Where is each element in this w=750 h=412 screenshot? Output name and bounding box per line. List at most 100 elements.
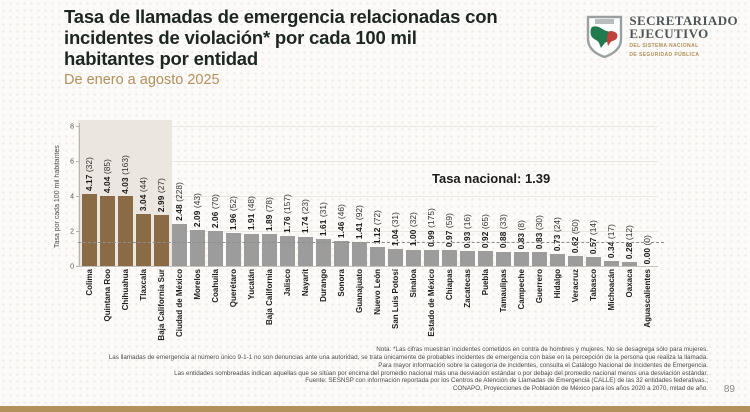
x-axis-label: Colima [84,269,94,296]
x-axis-label: Campeche [516,269,526,310]
x-axis-label: Yucatán [246,269,256,300]
bar-slot: 0.00 (0) [638,127,656,267]
bar [99,196,115,267]
x-label-slot: Durango [314,269,332,357]
x-label-slot: Jalisco [278,269,296,357]
logo-text: SECRETARIADO EJECUTIVO DEL SISTEMA NACIO… [629,14,738,58]
bar-value-label: 1.89 (78) [264,196,274,231]
bar-value-label: 0.73 (24) [552,217,562,252]
bar-slot: 1.91 (48) [242,127,260,267]
bar-value-label: 4.03 (163) [120,154,130,194]
x-label-slot: Baja California [260,269,278,357]
gridline [80,161,658,162]
x-axis-label: Chihuahua [120,269,130,311]
y-axis-line [79,123,80,267]
bar-value-label: 1.91 (48) [246,196,256,231]
bottom-accent-bar [0,406,750,412]
footnote-line: Las entidades sombreadas indican aquella… [174,369,708,377]
bar-slot: 1.46 (46) [332,127,350,267]
logo-title-line-1: SECRETARIADO [629,13,738,28]
x-axis-label: Querétaro [228,269,238,308]
bar-slot: 3.04 (44) [134,127,152,267]
footnote-line: Las llamadas de emergencia al número úni… [108,354,708,362]
x-axis-labels: Colima Quintana Roo Chihuahua Tlaxcala Baja … [80,269,656,357]
x-label-slot: Nuevo León [368,269,386,357]
bar-slot: 2.99 (27) [152,127,170,267]
bar [81,194,97,267]
x-axis-label: Baja California Sur [156,269,166,341]
bar [585,257,601,267]
bar-slot: 1.89 (78) [260,127,278,267]
gridline [80,126,658,127]
x-label-slot: Guerrero [530,269,548,357]
x-axis-label: Sonora [336,269,346,297]
footnote-line: Para mayor información sobre la categorí… [378,361,708,369]
bar [189,230,205,267]
bar [441,250,457,267]
y-axis-title: Tasa por cada 100 mil habitantes [54,145,61,249]
bar [495,251,511,267]
national-rate-dashed-line [78,241,664,243]
bar-value-label: 2.06 (70) [210,193,220,228]
bar-chart: 0 2 4 6 8 Tasa por cada 100 mil habitantes 4… [54,120,664,341]
x-axis-label: Morelos [192,269,202,300]
bar [477,250,493,267]
x-axis-label: Aguascalientes [642,269,652,328]
x-label-slot: Hidalgo [548,269,566,357]
bar [171,223,187,267]
bar-value-label: 1.74 (23) [300,199,310,234]
footnote-line: Nota: *Las cifras muestran incidentes co… [376,346,708,354]
x-label-slot: Colima [80,269,98,357]
bar-value-label: 2.99 (27) [156,177,166,212]
bar [387,248,403,267]
x-label-slot: Tabasco [584,269,602,357]
x-label-slot: Sinaloa [404,269,422,357]
x-axis-label: Baja California [264,269,274,326]
bar [603,261,619,267]
x-axis-label: Nuevo León [372,269,382,315]
x-axis-label: Michoacán [606,269,616,311]
bar-slot: 0.93 (16) [458,127,476,267]
y-tick-label: 0 [70,263,74,271]
x-label-slot: Campeche [512,269,530,357]
bar [225,232,241,267]
bar-slot: 1.00 (32) [404,127,422,267]
x-axis-label: Veracruz [570,269,580,303]
bar-slot: 2.06 (70) [206,127,224,267]
bar-slot: 0.57 (14) [584,127,602,267]
bar-slot: 2.09 (43) [188,127,206,267]
header: Tasa de llamadas de emergencia relaciona… [64,6,619,88]
bar [459,250,475,267]
x-axis-label: Jalisco [282,269,292,297]
x-label-slot: Quintana Roo [98,269,116,357]
logo-subtitle-line-1: DEL SISTEMA NACIONAL [629,43,699,49]
logo-title-line-2: EJECUTIVO [629,26,709,41]
bar-slot: 0.92 (65) [476,127,494,267]
page-title-line-2: incidentes de violación* por cada 100 mi… [64,27,417,48]
x-label-slot: Zacatecas [458,269,476,357]
y-tick-label: 4 [70,193,74,201]
x-axis-label: Coahuila [210,269,220,303]
bar-slot: 0.99 (175) [422,127,440,267]
x-label-slot: Tlaxcala [134,269,152,357]
y-tick-label: 8 [70,123,74,131]
x-label-slot: Sonora [332,269,350,357]
bar-value-label: 1.46 (46) [336,204,346,239]
bar-value-label: 2.09 (43) [192,193,202,228]
x-axis-label: Nayarit [300,269,310,297]
x-axis-label: Puebla [480,269,490,296]
page-number: 89 [723,384,735,395]
x-axis-label: Oaxaca [624,269,634,298]
x-label-slot: Michoacán [602,269,620,357]
bar-slot: 0.28 (12) [620,127,638,267]
x-axis-label: Guanajuato [354,269,364,314]
bar [333,241,349,267]
bar [549,254,565,267]
page-title-line-3: habitantes por entidad [64,48,258,69]
bars-container: 4.17 (32) 4.04 (85) 4.03 (163) 3.04 (44) 2.9… [80,127,656,267]
bar [261,233,277,267]
bar-value-label: 2.48 (228) [174,181,184,221]
y-tick-mark [76,231,80,232]
x-label-slot: Tamaulipas [494,269,512,357]
